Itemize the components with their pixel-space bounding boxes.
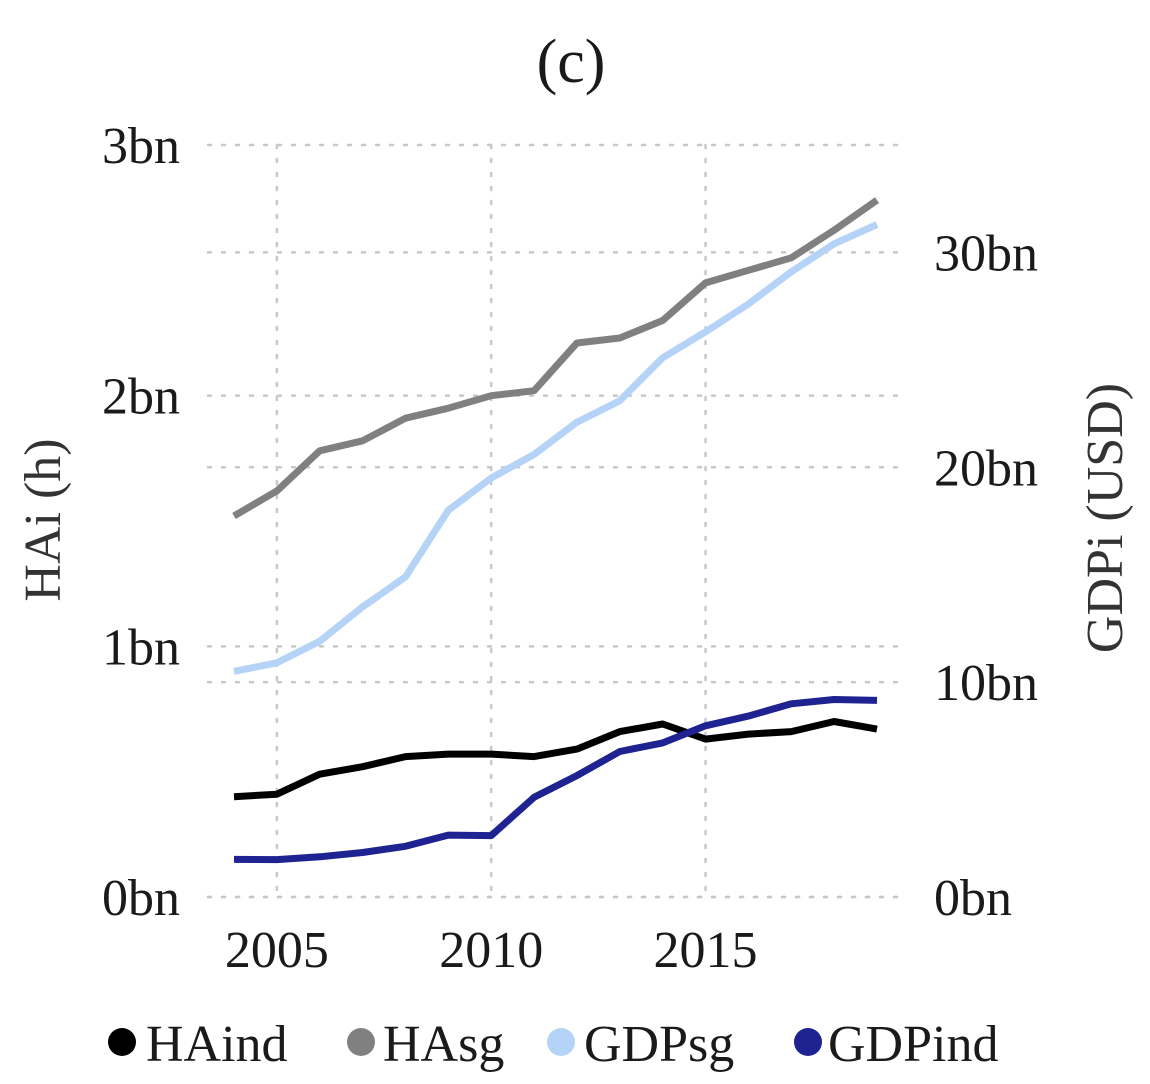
legend-marker-hasg [347, 1028, 375, 1056]
legend: HAind HAsg GDPsg GDPind [108, 1016, 998, 1073]
x-tick-label: 2010 [439, 922, 543, 979]
chart-title: (c) [537, 28, 606, 96]
series-line-hasg [232, 197, 880, 520]
right-y-axis-label: GDPi (USD) [1077, 383, 1134, 653]
legend-marker-haind [108, 1028, 136, 1056]
left-tick-label: 3bn [102, 118, 180, 175]
right-tick-label: 20bn [934, 440, 1038, 497]
legend-label-gdpind: GDPind [828, 1016, 998, 1073]
right-tick-label: 30bn [934, 225, 1038, 282]
legend-marker-gdpsg [547, 1028, 575, 1056]
series-line-gdpind [233, 696, 878, 864]
right-y-axis-ticks: 0bn 10bn 20bn 30bn [934, 225, 1038, 927]
legend-label-hasg: HAsg [383, 1016, 504, 1073]
legend-label-gdpsg: GDPsg [584, 1016, 734, 1073]
left-tick-label: 1bn [102, 619, 180, 676]
series-line-gdpsg [233, 221, 879, 675]
legend-label-haind: HAind [146, 1016, 288, 1073]
legend-marker-gdpind [794, 1028, 822, 1056]
x-axis-ticks: 2005 2010 2015 [225, 922, 758, 979]
left-tick-label: 0bn [102, 870, 180, 927]
x-tick-label: 2015 [654, 922, 758, 979]
right-tick-label: 0bn [934, 870, 1012, 927]
gridlines [206, 143, 907, 899]
left-y-axis-ticks: 0bn 1bn 2bn 3bn [102, 118, 180, 927]
left-y-axis-label: HAi (h) [15, 438, 72, 601]
series-lines [232, 197, 880, 864]
x-tick-label: 2005 [225, 922, 329, 979]
left-tick-label: 2bn [102, 369, 180, 426]
right-tick-label: 10bn [934, 655, 1038, 712]
series-line-haind [233, 718, 878, 801]
